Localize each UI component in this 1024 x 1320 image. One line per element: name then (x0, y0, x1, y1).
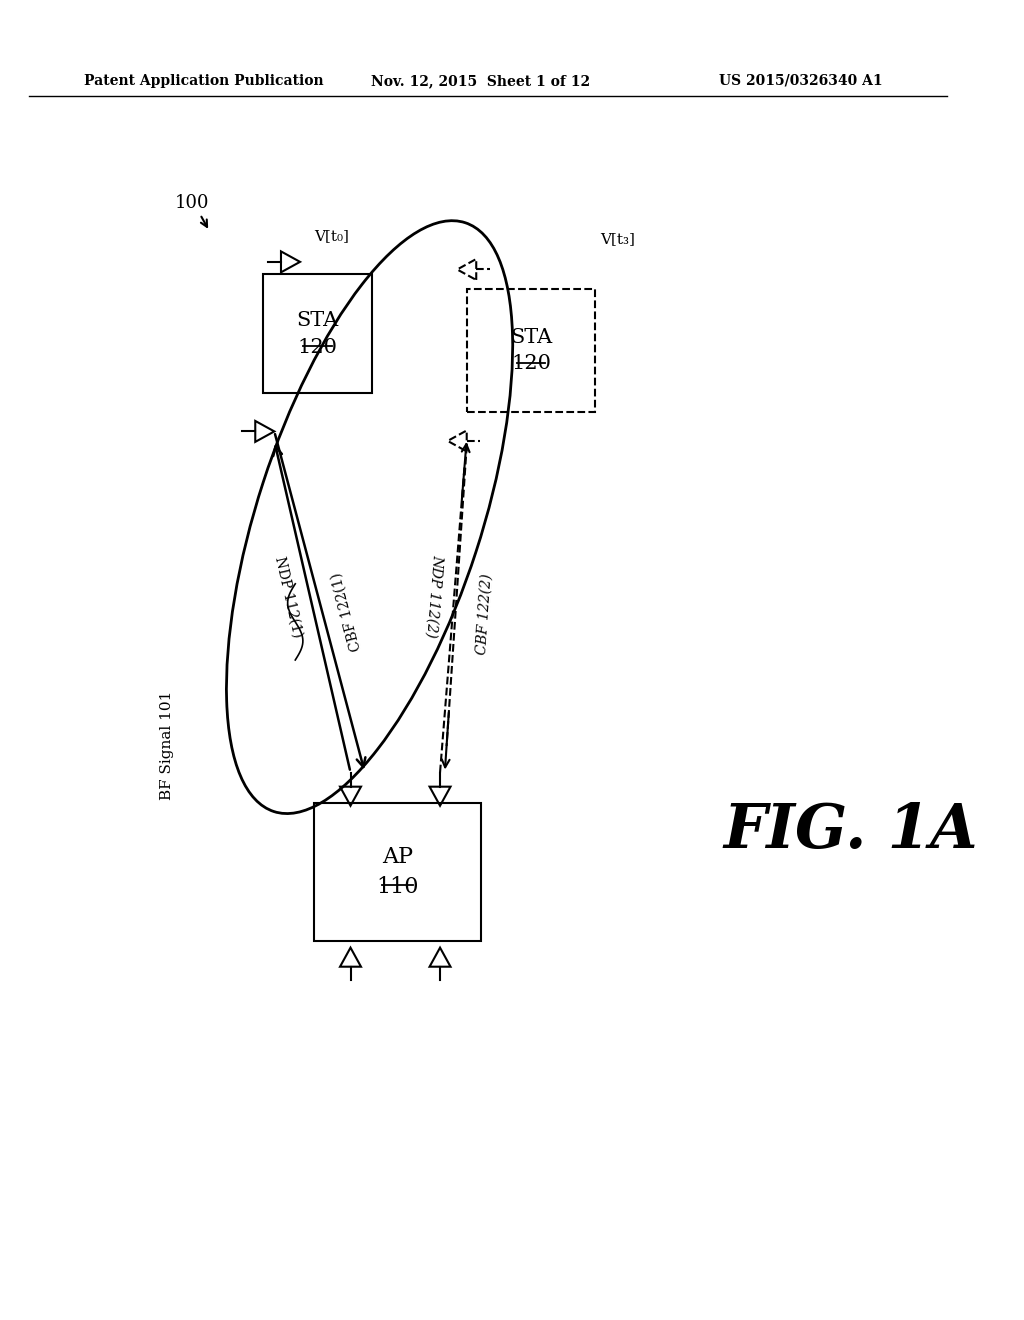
Text: FIG. 1A: FIG. 1A (724, 801, 978, 862)
Text: AP
110: AP 110 (377, 846, 419, 898)
Text: NDP 112(2): NDP 112(2) (424, 554, 444, 639)
Text: STA
120: STA 120 (297, 312, 339, 356)
Bar (314, 803, 481, 941)
Text: Patent Application Publication: Patent Application Publication (84, 74, 324, 88)
Text: V[t₀]: V[t₀] (314, 230, 349, 243)
Text: CBF 122(1): CBF 122(1) (329, 570, 364, 652)
Text: US 2015/0326340 A1: US 2015/0326340 A1 (719, 74, 883, 88)
Bar (467, 289, 595, 412)
Text: Nov. 12, 2015  Sheet 1 of 12: Nov. 12, 2015 Sheet 1 of 12 (372, 74, 591, 88)
Text: 100: 100 (174, 194, 209, 211)
Text: BF Signal 101: BF Signal 101 (160, 692, 174, 800)
Text: CBF 122(2): CBF 122(2) (475, 573, 494, 655)
Bar (263, 275, 373, 393)
Text: STA
120: STA 120 (510, 327, 552, 374)
Text: NDP 112(1): NDP 112(1) (272, 556, 305, 639)
Text: V[t₃]: V[t₃] (600, 232, 635, 246)
